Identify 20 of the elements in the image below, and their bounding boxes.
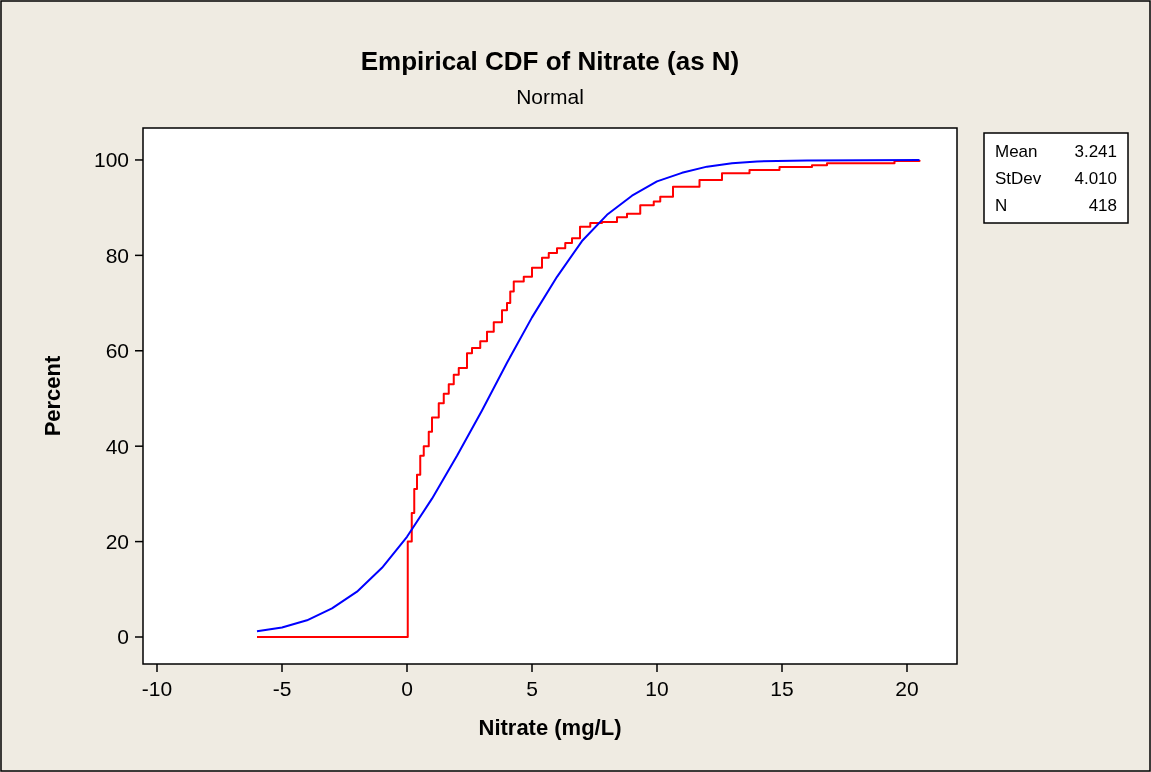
y-tick-label: 20 [105, 529, 129, 553]
x-axis-title: Nitrate (mg/L) [478, 715, 622, 740]
y-tick-label: 0 [117, 625, 129, 649]
x-tick-label: -10 [141, 677, 173, 700]
y-axis-title: Percent [40, 354, 65, 437]
x-tick-label: 5 [526, 677, 538, 700]
x-tick-label: -5 [272, 677, 292, 700]
x-tick-label: 0 [401, 677, 413, 700]
x-tick-label: 10 [645, 677, 669, 700]
chart-title: Empirical CDF of Nitrate (as N) [360, 46, 740, 76]
text: Mean 3.241 [995, 142, 1117, 161]
x-tick-label: 20 [895, 677, 919, 700]
text: StDev 4.010 [995, 169, 1117, 188]
y-tick-label: 80 [105, 243, 129, 267]
y-tick-label: 60 [105, 339, 129, 363]
y-tick-label: 40 [105, 434, 129, 458]
x-tick-label: 15 [770, 677, 794, 700]
y-tick-label: 100 [93, 148, 129, 172]
chart-subtitle: Normal [516, 85, 584, 108]
text: N 418 [995, 196, 1117, 215]
